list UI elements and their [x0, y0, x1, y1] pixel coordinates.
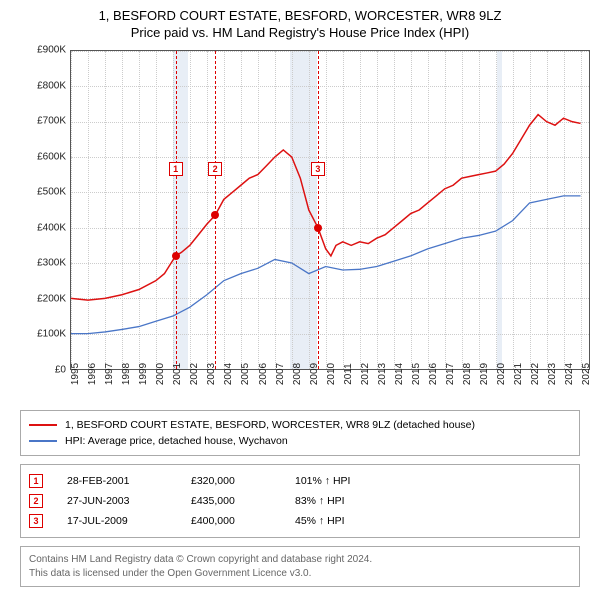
chart-svg — [71, 51, 589, 369]
event-dot — [211, 211, 219, 219]
legend-label-property: 1, BESFORD COURT ESTATE, BESFORD, WORCES… — [65, 419, 475, 431]
plot-region: 1 2 3 — [70, 50, 590, 370]
event-number-box: 2 — [29, 494, 43, 508]
x-axis: 1995199619971998199920002001200220032004… — [70, 370, 590, 400]
footer: Contains HM Land Registry data © Crown c… — [20, 546, 580, 587]
event-line — [318, 51, 319, 369]
y-tick-label: £900K — [37, 45, 66, 56]
legend-row-hpi: HPI: Average price, detached house, Wych… — [29, 433, 571, 449]
y-tick-label: £0 — [55, 365, 66, 376]
event-price: £400,000 — [191, 515, 271, 527]
event-number-box: 3 — [29, 514, 43, 528]
y-tick-label: £600K — [37, 151, 66, 162]
event-price: £435,000 — [191, 495, 271, 507]
y-tick-label: £400K — [37, 222, 66, 233]
event-marker-box: 1 — [169, 162, 183, 176]
chart-container: 1, BESFORD COURT ESTATE, BESFORD, WORCES… — [0, 0, 600, 590]
event-marker-box: 3 — [311, 162, 325, 176]
event-hpi: 101% ↑ HPI — [295, 475, 350, 487]
y-tick-label: £700K — [37, 116, 66, 127]
legend-row-property: 1, BESFORD COURT ESTATE, BESFORD, WORCES… — [29, 417, 571, 433]
event-dot — [172, 252, 180, 260]
chart-area: £0 £100K £200K £300K £400K £500K £600K £700K £80… — [30, 50, 590, 400]
y-tick-label: £100K — [37, 329, 66, 340]
series-hpi — [71, 196, 581, 334]
event-price: £320,000 — [191, 475, 271, 487]
event-marker-box: 2 — [208, 162, 222, 176]
event-line — [215, 51, 216, 369]
event-hpi: 45% ↑ HPI — [295, 515, 345, 527]
series-property — [71, 115, 581, 301]
event-date: 17-JUL-2009 — [67, 515, 167, 527]
y-tick-label: £300K — [37, 258, 66, 269]
y-axis: £0£100K£200K£300K£400K£500K£600K£700K£80… — [30, 50, 68, 370]
title-line1: 1, BESFORD COURT ESTATE, BESFORD, WORCES… — [10, 8, 590, 23]
legend-label-hpi: HPI: Average price, detached house, Wych… — [65, 435, 288, 447]
event-hpi: 83% ↑ HPI — [295, 495, 345, 507]
event-row: 3 17-JUL-2009 £400,000 45% ↑ HPI — [29, 511, 571, 531]
event-row: 1 28-FEB-2001 £320,000 101% ↑ HPI — [29, 471, 571, 491]
title-line2: Price paid vs. HM Land Registry's House … — [10, 25, 590, 40]
legend-swatch-property — [29, 424, 57, 426]
legend: 1, BESFORD COURT ESTATE, BESFORD, WORCES… — [20, 410, 580, 456]
event-row: 2 27-JUN-2003 £435,000 83% ↑ HPI — [29, 491, 571, 511]
event-dot — [314, 224, 322, 232]
footer-line2: This data is licensed under the Open Gov… — [29, 567, 571, 581]
event-date: 27-JUN-2003 — [67, 495, 167, 507]
legend-swatch-hpi — [29, 440, 57, 442]
event-number-box: 1 — [29, 474, 43, 488]
y-tick-label: £800K — [37, 80, 66, 91]
events-table: 1 28-FEB-2001 £320,000 101% ↑ HPI 2 27-JUN-20… — [20, 464, 580, 538]
event-line — [176, 51, 177, 369]
x-tick-label: 2025 — [581, 363, 600, 385]
title-block: 1, BESFORD COURT ESTATE, BESFORD, WORCES… — [0, 0, 600, 44]
footer-line1: Contains HM Land Registry data © Crown c… — [29, 553, 571, 567]
event-date: 28-FEB-2001 — [67, 475, 167, 487]
y-tick-label: £500K — [37, 187, 66, 198]
y-tick-label: £200K — [37, 293, 66, 304]
